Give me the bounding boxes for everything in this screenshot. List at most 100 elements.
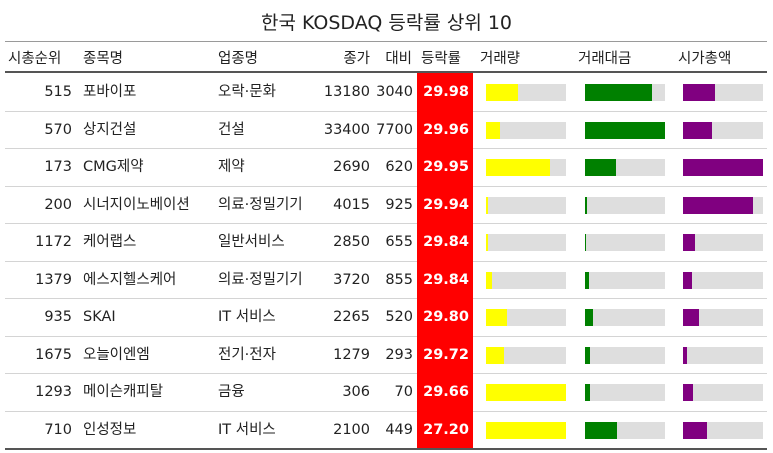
close-cell: 4015	[333, 196, 370, 213]
sector-cell: 건설	[218, 121, 245, 138]
amount-bar	[585, 234, 586, 251]
amount-bar-track	[585, 271, 665, 289]
close-cell: 306	[342, 384, 370, 400]
amount-bar-track	[585, 196, 665, 214]
close-cell: 2850	[333, 234, 370, 250]
amount-bar	[585, 384, 590, 401]
name-cell: CMG제약	[83, 159, 144, 175]
rate-cell: 29.72	[417, 335, 473, 374]
volume-bar-track	[486, 159, 566, 176]
volume-bar	[486, 271, 492, 289]
name-cell: 시너지이노베이션	[83, 196, 190, 213]
change-cell: 7700	[376, 121, 413, 138]
change-cell: 293	[385, 346, 413, 363]
volume-bar	[486, 346, 504, 364]
volume-bar-track	[486, 271, 566, 289]
rank-cell: 1293	[35, 384, 72, 400]
header-divider	[5, 71, 767, 73]
amount-bar-track	[585, 421, 665, 439]
table-bottom-divider	[5, 448, 767, 450]
header-name: 종목명	[83, 51, 124, 67]
table-row: 200 시너지이노베이션 의료·정밀기기 4015 925 29.94	[0, 185, 773, 224]
rank-cell: 1379	[35, 271, 72, 288]
close-cell: 1279	[333, 346, 370, 363]
cap-bar-track	[683, 84, 763, 101]
change-cell: 70	[394, 384, 413, 400]
cap-bar-track	[683, 346, 763, 364]
sector-cell: 일반서비스	[218, 234, 285, 250]
cap-bar-track	[683, 384, 763, 401]
table-row: 1379 에스지헬스케어 의료·정밀기기 3720 855 29.84	[0, 260, 773, 299]
volume-bar-track	[486, 84, 566, 101]
volume-bar	[486, 196, 488, 214]
cap-bar-track	[683, 421, 763, 439]
cap-bar-track	[683, 196, 763, 214]
amount-bar-track	[585, 309, 665, 326]
name-cell: 상지건설	[83, 121, 137, 138]
cap-bar-track	[683, 271, 763, 289]
close-cell: 33400	[323, 121, 370, 138]
amount-bar	[585, 346, 590, 364]
rank-cell: 515	[44, 84, 72, 100]
sector-cell: 제약	[218, 159, 245, 175]
close-cell: 2100	[333, 421, 370, 438]
volume-bar	[486, 234, 488, 251]
table-row: 173 CMG제약 제약 2690 620 29.95	[0, 148, 773, 186]
cap-bar	[683, 271, 692, 289]
cap-bar	[683, 121, 712, 139]
close-cell: 2265	[333, 309, 370, 325]
close-cell: 13180	[323, 84, 370, 100]
amount-bar-track	[585, 84, 665, 101]
row-divider	[5, 298, 767, 299]
cap-bar-track	[683, 309, 763, 326]
sector-cell: 전기·전자	[218, 346, 276, 363]
table-row: 710 인성정보 IT 서비스 2100 449 27.20	[0, 410, 773, 449]
row-divider	[5, 148, 767, 149]
cap-bar	[683, 309, 699, 326]
change-cell: 925	[385, 196, 413, 213]
rate-cell: 29.66	[417, 373, 473, 411]
rank-cell: 570	[44, 121, 72, 138]
header-cap: 시가총액	[678, 51, 732, 67]
rate-cell: 29.98	[417, 73, 473, 111]
name-cell: SKAI	[83, 309, 116, 325]
table-row: 1675 오늘이엔엠 전기·전자 1279 293 29.72	[0, 335, 773, 374]
volume-bar	[486, 384, 566, 401]
volume-bar	[486, 309, 507, 326]
amount-bar	[585, 121, 665, 139]
amount-bar-track	[585, 159, 665, 176]
header-change: 대비	[385, 51, 412, 67]
cap-bar-track	[683, 234, 763, 251]
name-cell: 케어랩스	[83, 234, 137, 250]
amount-bar	[585, 421, 617, 439]
row-divider	[5, 185, 767, 187]
table-row: 1172 케어랩스 일반서비스 2850 655 29.84	[0, 223, 773, 261]
cap-bar	[683, 346, 687, 364]
table-row: 515 포바이포 오락·문화 13180 3040 29.98	[0, 73, 773, 111]
name-cell: 메이슨캐피탈	[83, 384, 164, 400]
row-divider	[5, 110, 767, 112]
table-row: 935 SKAI IT 서비스 2265 520 29.80	[0, 298, 773, 336]
row-divider	[5, 373, 767, 374]
table-row: 570 상지건설 건설 33400 7700 29.96	[0, 110, 773, 149]
header-sector: 업종명	[218, 51, 259, 67]
cap-bar	[683, 196, 753, 214]
change-cell: 655	[385, 234, 413, 250]
volume-bar-track	[486, 196, 566, 214]
change-cell: 855	[385, 271, 413, 288]
cap-bar	[683, 384, 693, 401]
rate-cell: 29.96	[417, 110, 473, 149]
volume-bar	[486, 121, 500, 139]
volume-bar	[486, 159, 550, 176]
close-cell: 2690	[333, 159, 370, 175]
name-cell: 에스지헬스케어	[83, 271, 177, 288]
amount-bar-track	[585, 384, 665, 401]
volume-bar-track	[486, 234, 566, 251]
cap-bar-track	[683, 159, 763, 176]
sector-cell: IT 서비스	[218, 309, 276, 325]
rank-cell: 710	[44, 421, 72, 438]
name-cell: 인성정보	[83, 421, 137, 438]
rate-cell: 29.80	[417, 298, 473, 336]
change-cell: 449	[385, 421, 413, 438]
